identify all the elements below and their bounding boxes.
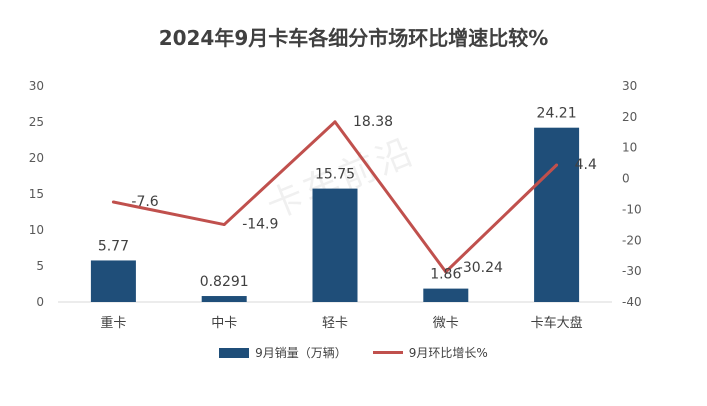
- line-point: [444, 270, 448, 274]
- x-tick-label: 中卡: [211, 316, 237, 331]
- y-left-tick-label: 15: [29, 187, 44, 201]
- legend-bar-swatch: [219, 347, 250, 358]
- y-right-tick-label: -20: [622, 233, 642, 247]
- y-left-tick-label: 20: [29, 151, 44, 165]
- x-tick-label: 轻卡: [322, 316, 348, 331]
- y-left-tick-label: 25: [29, 115, 44, 129]
- bar: [201, 296, 247, 302]
- y-right-tick-label: -40: [622, 295, 642, 309]
- y-right-tick-label: 10: [622, 141, 637, 155]
- x-tick-label: 重卡: [100, 315, 126, 331]
- bar: [534, 127, 580, 302]
- y-right-tick-label: 20: [622, 110, 637, 124]
- line-data-label: 4.4: [575, 157, 597, 173]
- line-point: [555, 163, 559, 167]
- bar: [90, 260, 136, 302]
- bar-data-label: 24.21: [537, 106, 577, 122]
- y-left-tick-label: 30: [29, 79, 44, 93]
- legend-line-swatch: [372, 351, 403, 354]
- line-data-label: -14.9: [242, 217, 278, 233]
- x-tick-label: 卡车大盘: [531, 315, 583, 331]
- x-tick-label: 微卡: [433, 316, 459, 331]
- y-left-tick-label: 5: [36, 259, 44, 273]
- legend: 9月销量（万辆） 9月环比增长%: [0, 344, 707, 361]
- line-data-label: -7.6: [131, 194, 158, 210]
- legend-item-line: 9月环比增长%: [372, 344, 488, 361]
- legend-bar-label: 9月销量（万辆）: [255, 346, 347, 360]
- y-right-tick-label: -30: [622, 264, 642, 278]
- bar-data-label: 0.8291: [200, 274, 249, 290]
- chart-title: 2024年9月卡车各细分市场环比增速比较%: [158, 26, 549, 50]
- bar: [423, 288, 469, 302]
- line-point: [222, 223, 226, 227]
- bar-data-label: 15.75: [315, 167, 355, 183]
- line-data-label: -30.24: [458, 260, 503, 276]
- y-left-tick-label: 10: [29, 223, 44, 237]
- y-right-tick-label: -10: [622, 202, 642, 216]
- bar: [312, 188, 358, 302]
- line-point: [111, 200, 115, 204]
- bar-data-label: 5.77: [98, 238, 129, 254]
- legend-line-label: 9月环比增长%: [408, 346, 488, 360]
- y-right-tick-label: 30: [622, 79, 637, 93]
- legend-item-bar: 9月销量（万辆）: [219, 344, 347, 361]
- y-right-tick-label: 0: [622, 172, 630, 186]
- line-point: [333, 120, 337, 124]
- y-left-tick-label: 0: [36, 295, 44, 309]
- line-data-label: 18.38: [353, 114, 393, 130]
- bar-data-label: 1.86: [430, 267, 461, 283]
